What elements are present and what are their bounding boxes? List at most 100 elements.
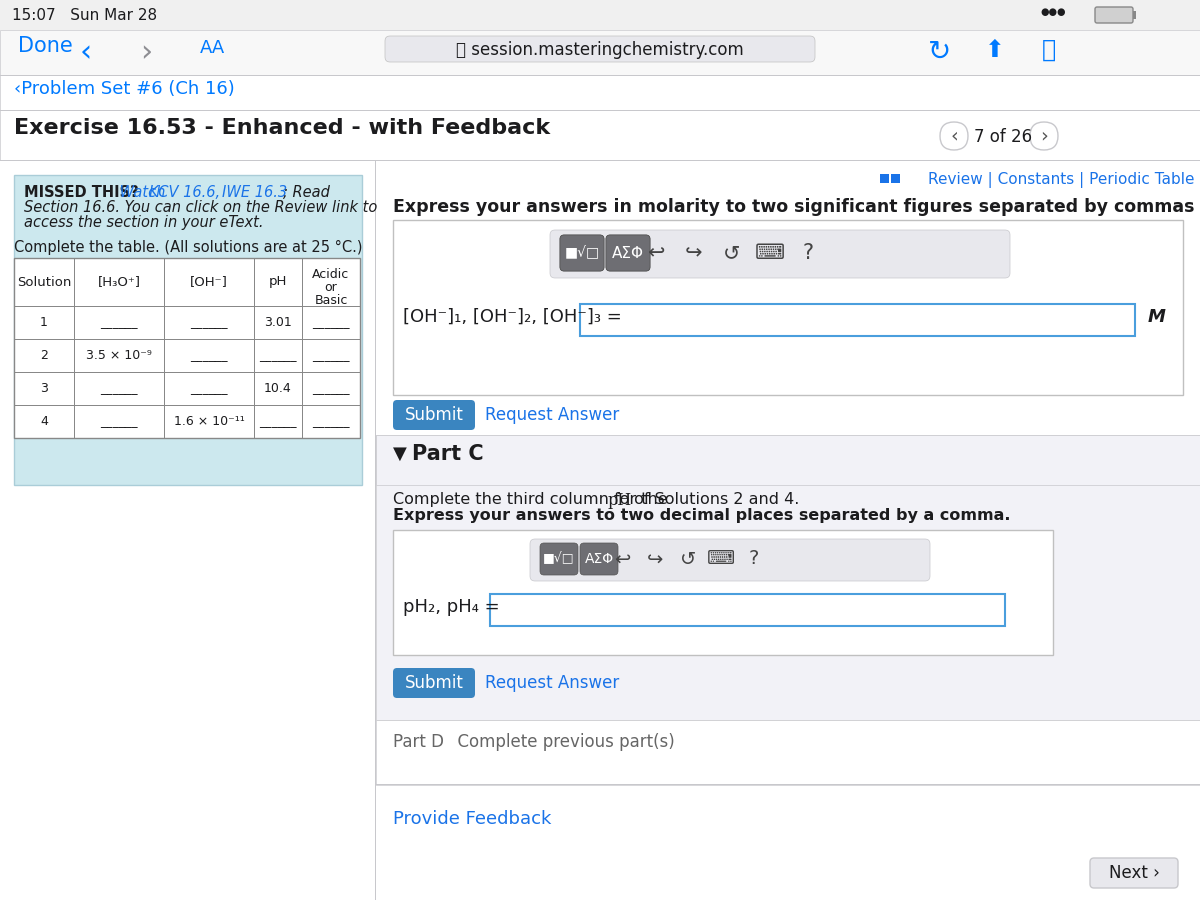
Text: 2: 2 [40, 349, 48, 362]
FancyBboxPatch shape [606, 235, 650, 271]
Text: Part C: Part C [412, 444, 484, 464]
Bar [14, 372, 360, 373]
FancyBboxPatch shape [560, 235, 604, 271]
Text: ■√□: ■√□ [544, 553, 575, 565]
Bar [890, 174, 900, 183]
Bar [14, 258, 360, 438]
Text: 🔒 session.masteringchemistry.com: 🔒 session.masteringchemistry.com [456, 41, 744, 59]
Text: ______: ______ [312, 349, 349, 362]
Text: 1.6 × 10⁻¹¹: 1.6 × 10⁻¹¹ [174, 415, 245, 428]
Text: ______: ______ [101, 382, 138, 395]
Text: Request Answer: Request Answer [485, 406, 619, 424]
Text: [H₃O⁺]: [H₃O⁺] [97, 275, 140, 289]
Text: ______: ______ [312, 415, 349, 428]
FancyBboxPatch shape [394, 400, 475, 430]
Text: 10.4: 10.4 [264, 382, 292, 395]
Text: ______: ______ [191, 382, 228, 395]
Text: Express your answers to two decimal places separated by a comma.: Express your answers to two decimal plac… [394, 508, 1010, 523]
FancyBboxPatch shape [560, 235, 604, 271]
Text: Complete the third column for the: Complete the third column for the [394, 492, 673, 507]
Text: pH: pH [269, 275, 287, 289]
Text: ⬆: ⬆ [985, 38, 1004, 62]
Text: Express your answers in molarity to two significant figures separated by commas: Express your answers in molarity to two … [394, 198, 1194, 216]
Text: ______: ______ [191, 316, 228, 329]
Text: 3.01: 3.01 [264, 316, 292, 329]
Text: ?: ? [803, 243, 814, 263]
Bar [376, 435, 1200, 720]
Bar [14, 405, 360, 406]
Text: Exercise 16.53 - Enhanced - with Feedback: Exercise 16.53 - Enhanced - with Feedbac… [14, 118, 550, 138]
Bar [0, 0, 1200, 30]
Text: ↩: ↩ [647, 243, 665, 263]
FancyBboxPatch shape [540, 543, 578, 575]
Text: pH: pH [607, 492, 631, 509]
Text: ‹: ‹ [950, 126, 958, 145]
Text: Basic: Basic [314, 294, 348, 307]
Text: ‹Problem Set #6 (Ch 16): ‹Problem Set #6 (Ch 16) [14, 80, 235, 98]
Text: 1: 1 [40, 316, 48, 329]
Bar [0, 160, 374, 900]
Text: [OH⁻]: [OH⁻] [190, 275, 228, 289]
Bar [580, 304, 1135, 336]
Bar [376, 720, 1200, 785]
Bar [1133, 11, 1136, 19]
Text: ?: ? [749, 550, 760, 569]
Text: ■√□: ■√□ [564, 246, 600, 260]
Bar [376, 160, 1200, 900]
Text: Watch: Watch [115, 185, 170, 200]
Bar [14, 175, 362, 485]
FancyBboxPatch shape [940, 122, 968, 150]
Text: 3: 3 [40, 382, 48, 395]
Text: MISSED THIS?: MISSED THIS? [24, 185, 139, 200]
Text: Submit: Submit [404, 674, 463, 692]
Bar [376, 784, 1200, 785]
Text: 4: 4 [40, 415, 48, 428]
FancyBboxPatch shape [550, 230, 1010, 278]
Text: ______: ______ [191, 349, 228, 362]
Bar [0, 110, 1200, 160]
Text: [OH⁻]₁, [OH⁻]₂, [OH⁻]₃ =: [OH⁻]₁, [OH⁻]₂, [OH⁻]₃ = [403, 308, 622, 326]
Text: 15:07   Sun Mar 28: 15:07 Sun Mar 28 [12, 8, 157, 23]
Text: ↩: ↩ [614, 550, 630, 569]
Text: IWE 16.3: IWE 16.3 [222, 185, 287, 200]
Text: ●●●: ●●● [1040, 7, 1066, 17]
Text: of Solutions 2 and 4.: of Solutions 2 and 4. [629, 492, 799, 507]
Text: Solution: Solution [17, 275, 71, 289]
Text: ______: ______ [259, 349, 296, 362]
Bar [0, 75, 1200, 76]
Text: ; Read: ; Read [283, 185, 330, 200]
Text: Done: Done [18, 36, 73, 56]
Bar [0, 30, 1200, 75]
Text: ΑΣΦ: ΑΣΦ [612, 246, 644, 260]
FancyBboxPatch shape [394, 668, 475, 698]
Bar [394, 220, 1183, 395]
Text: ΑΣΦ: ΑΣΦ [584, 552, 613, 566]
Text: Provide Feedback: Provide Feedback [394, 810, 551, 828]
Text: Review | Constants | Periodic Table: Review | Constants | Periodic Table [929, 172, 1195, 188]
Text: ▼: ▼ [394, 445, 407, 463]
Bar [880, 174, 889, 183]
FancyBboxPatch shape [1090, 858, 1178, 888]
Bar [14, 306, 360, 307]
Text: Next ›: Next › [1109, 864, 1159, 882]
Text: ______: ______ [101, 415, 138, 428]
Text: ↪: ↪ [685, 243, 703, 263]
Text: pH₂, pH₄ =: pH₂, pH₄ = [403, 598, 499, 616]
Text: or: or [325, 281, 337, 294]
Text: ⌨: ⌨ [707, 550, 736, 569]
Text: AA: AA [200, 39, 226, 57]
Bar [0, 75, 1200, 110]
Text: access the section in your eText.: access the section in your eText. [24, 215, 264, 230]
FancyBboxPatch shape [1030, 122, 1058, 150]
FancyBboxPatch shape [385, 36, 815, 62]
FancyBboxPatch shape [580, 543, 618, 575]
Text: Request Answer: Request Answer [485, 674, 619, 692]
Text: Submit: Submit [404, 406, 463, 424]
Text: ⦸: ⦸ [1042, 38, 1056, 62]
Text: KCV 16.6,: KCV 16.6, [149, 185, 220, 200]
Text: Part D: Part D [394, 733, 444, 751]
Bar [0, 160, 1200, 161]
Text: ______: ______ [312, 382, 349, 395]
Text: ↻: ↻ [928, 38, 952, 66]
Text: ΑΣΦ: ΑΣΦ [612, 246, 644, 260]
